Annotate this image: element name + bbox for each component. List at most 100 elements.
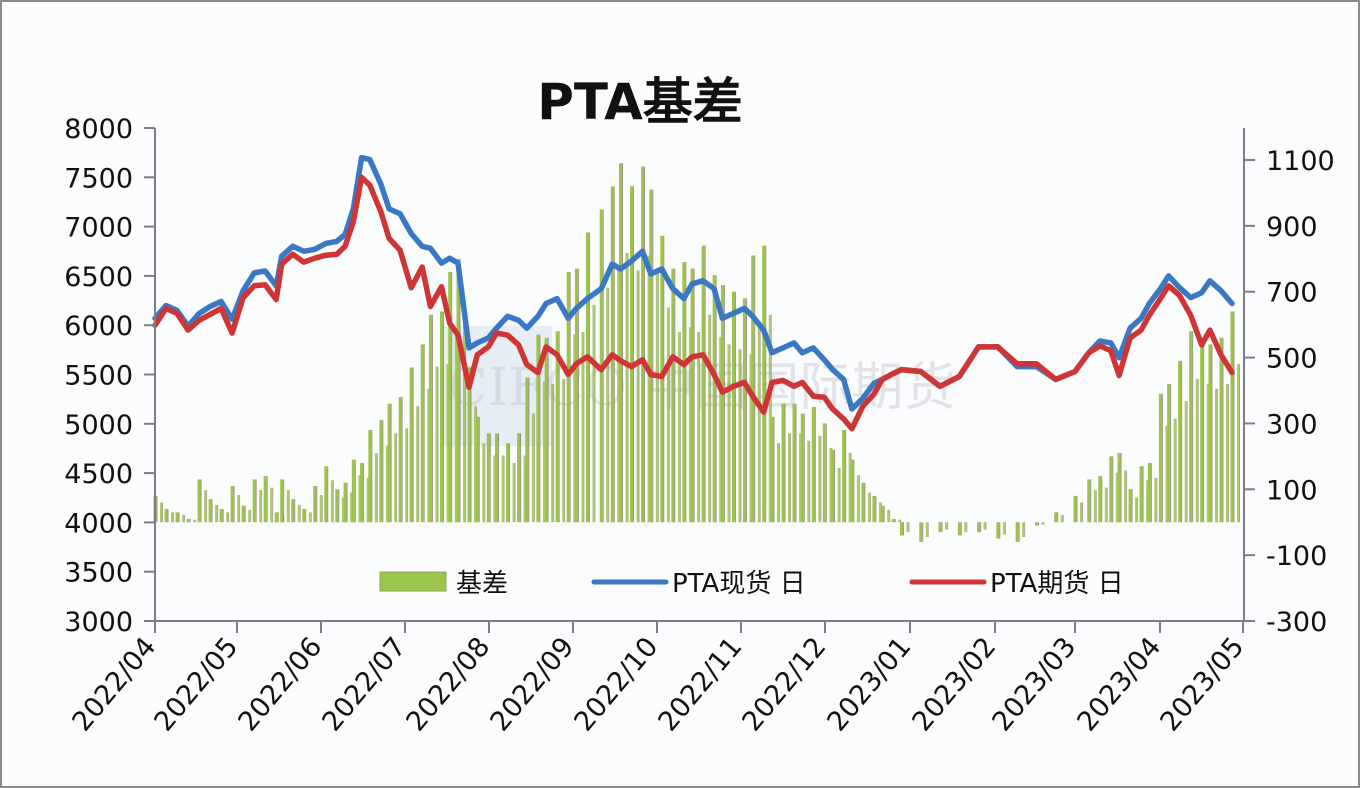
left-axis-tick-label: 6500 [64,262,133,293]
x-axis-tick-label: 2022/10 [569,632,665,738]
x-axis-tick-label: 2023/05 [1155,632,1251,738]
right-axis-tick-label: 300 [1266,409,1318,440]
right-axis-tick-label: 900 [1266,212,1318,243]
basis-bar [506,443,510,523]
left-axis-tick-label: 6000 [64,311,133,342]
basis-bar [1128,489,1132,523]
x-axis-tick-label: 2022/06 [233,632,329,738]
basis-bar [197,479,201,523]
x-axis-tick-label: 2022/05 [149,632,245,738]
basis-bar [800,413,804,523]
x-axis-tick-label: 2022/12 [737,632,833,738]
basis-bar [1178,360,1182,523]
price-lines [152,154,1235,432]
basis-bar [439,311,443,523]
basis-bar [919,522,923,542]
basis-bar [1158,393,1162,523]
x-axis-tick-label: 2022/11 [653,632,749,738]
basis-bar [536,334,540,523]
basis-bar [742,298,746,523]
legend: 基差 PTA现货 日 PTA期货 日 [379,569,1124,599]
basis-bar [1087,479,1091,523]
x-axis-tick-label: 2023/04 [1072,632,1168,738]
basis-bar [409,367,413,523]
x-axis-tick-label: 2023/02 [907,632,1003,738]
basis-bar [850,459,854,523]
basis-bar [1117,453,1121,523]
basis-bar [671,268,675,523]
right-axis-tick-label: 700 [1266,278,1318,309]
basis-bar [280,479,284,523]
basis-bar [1189,331,1193,523]
basis-bar [574,268,578,523]
left-axis-tick-label: 5500 [64,361,133,392]
basis-bar [781,403,785,523]
basis-bar [368,430,372,523]
basis-bar [1167,383,1171,523]
basis-bar [387,403,391,523]
basis-bar [770,416,774,523]
basis-bar [1073,495,1077,523]
basis-bar [690,268,694,523]
basis-bar [1015,522,1019,542]
basis-bar [996,522,1000,539]
basis-bar [1098,476,1102,523]
x-axis-tick-label: 2022/07 [317,632,413,738]
basis-bar [313,485,317,523]
basis-bar [351,459,355,523]
basis-bar [938,522,942,533]
basis-bar [448,271,452,523]
basis-bar [175,512,179,523]
basis-bar [891,518,895,523]
basis-bar [186,518,190,523]
right-axis-tick-label: -100 [1266,541,1327,572]
basis-bar [618,163,622,523]
legend-label: PTA现货 日 [672,569,806,599]
chart-title-text: PTA基差 [537,73,743,131]
basis-bar [566,271,570,523]
basis-bar [486,433,490,523]
right-axis-tick-label: 1100 [1266,146,1335,177]
basis-bar [379,420,383,523]
basis-bar [555,331,559,523]
basis-bar [842,430,846,523]
left-axis-tick-label: 7000 [64,213,133,244]
right-axis-tick-label: 100 [1266,475,1318,506]
x-axis-tick-label: 2023/03 [987,632,1083,738]
basis-bar [525,377,529,523]
basis-bar [720,285,724,523]
basis-bar [682,262,686,523]
basis-bar [324,466,328,523]
basis-bar [899,522,903,536]
x-axis-tick-label: 2022/08 [401,632,497,738]
left-axis-tick-label: 3500 [64,558,133,589]
basis-bar [263,476,267,523]
basis-bar [861,482,865,523]
basis-bar [831,449,835,523]
basis-bar [1147,462,1151,523]
basis-bar [252,479,256,523]
basis-bar [731,291,735,523]
basis-bar [343,482,347,523]
basis-bar [1139,466,1143,523]
basis-bar [495,433,499,523]
basis-bar [977,522,981,533]
basis-bar [1219,337,1223,523]
basis-bar [398,397,402,523]
basis-bar [630,186,634,523]
left-axis-tick-label: 7500 [64,163,133,194]
basis-bar [649,189,653,523]
basis-bars [153,163,1240,542]
basis-bar [456,258,460,523]
x-axis-tick-label: 2023/01 [822,632,918,738]
basis-bar [335,489,339,523]
right-axis-tick-label: 500 [1266,344,1318,375]
basis-bar [1200,337,1204,523]
legend-label: PTA期货 日 [990,569,1124,599]
basis-bar [957,522,961,536]
basis-bar [219,509,223,523]
basis-bar [230,485,234,523]
left-axis-tick-label: 4500 [64,459,133,490]
basis-bar [517,433,521,523]
